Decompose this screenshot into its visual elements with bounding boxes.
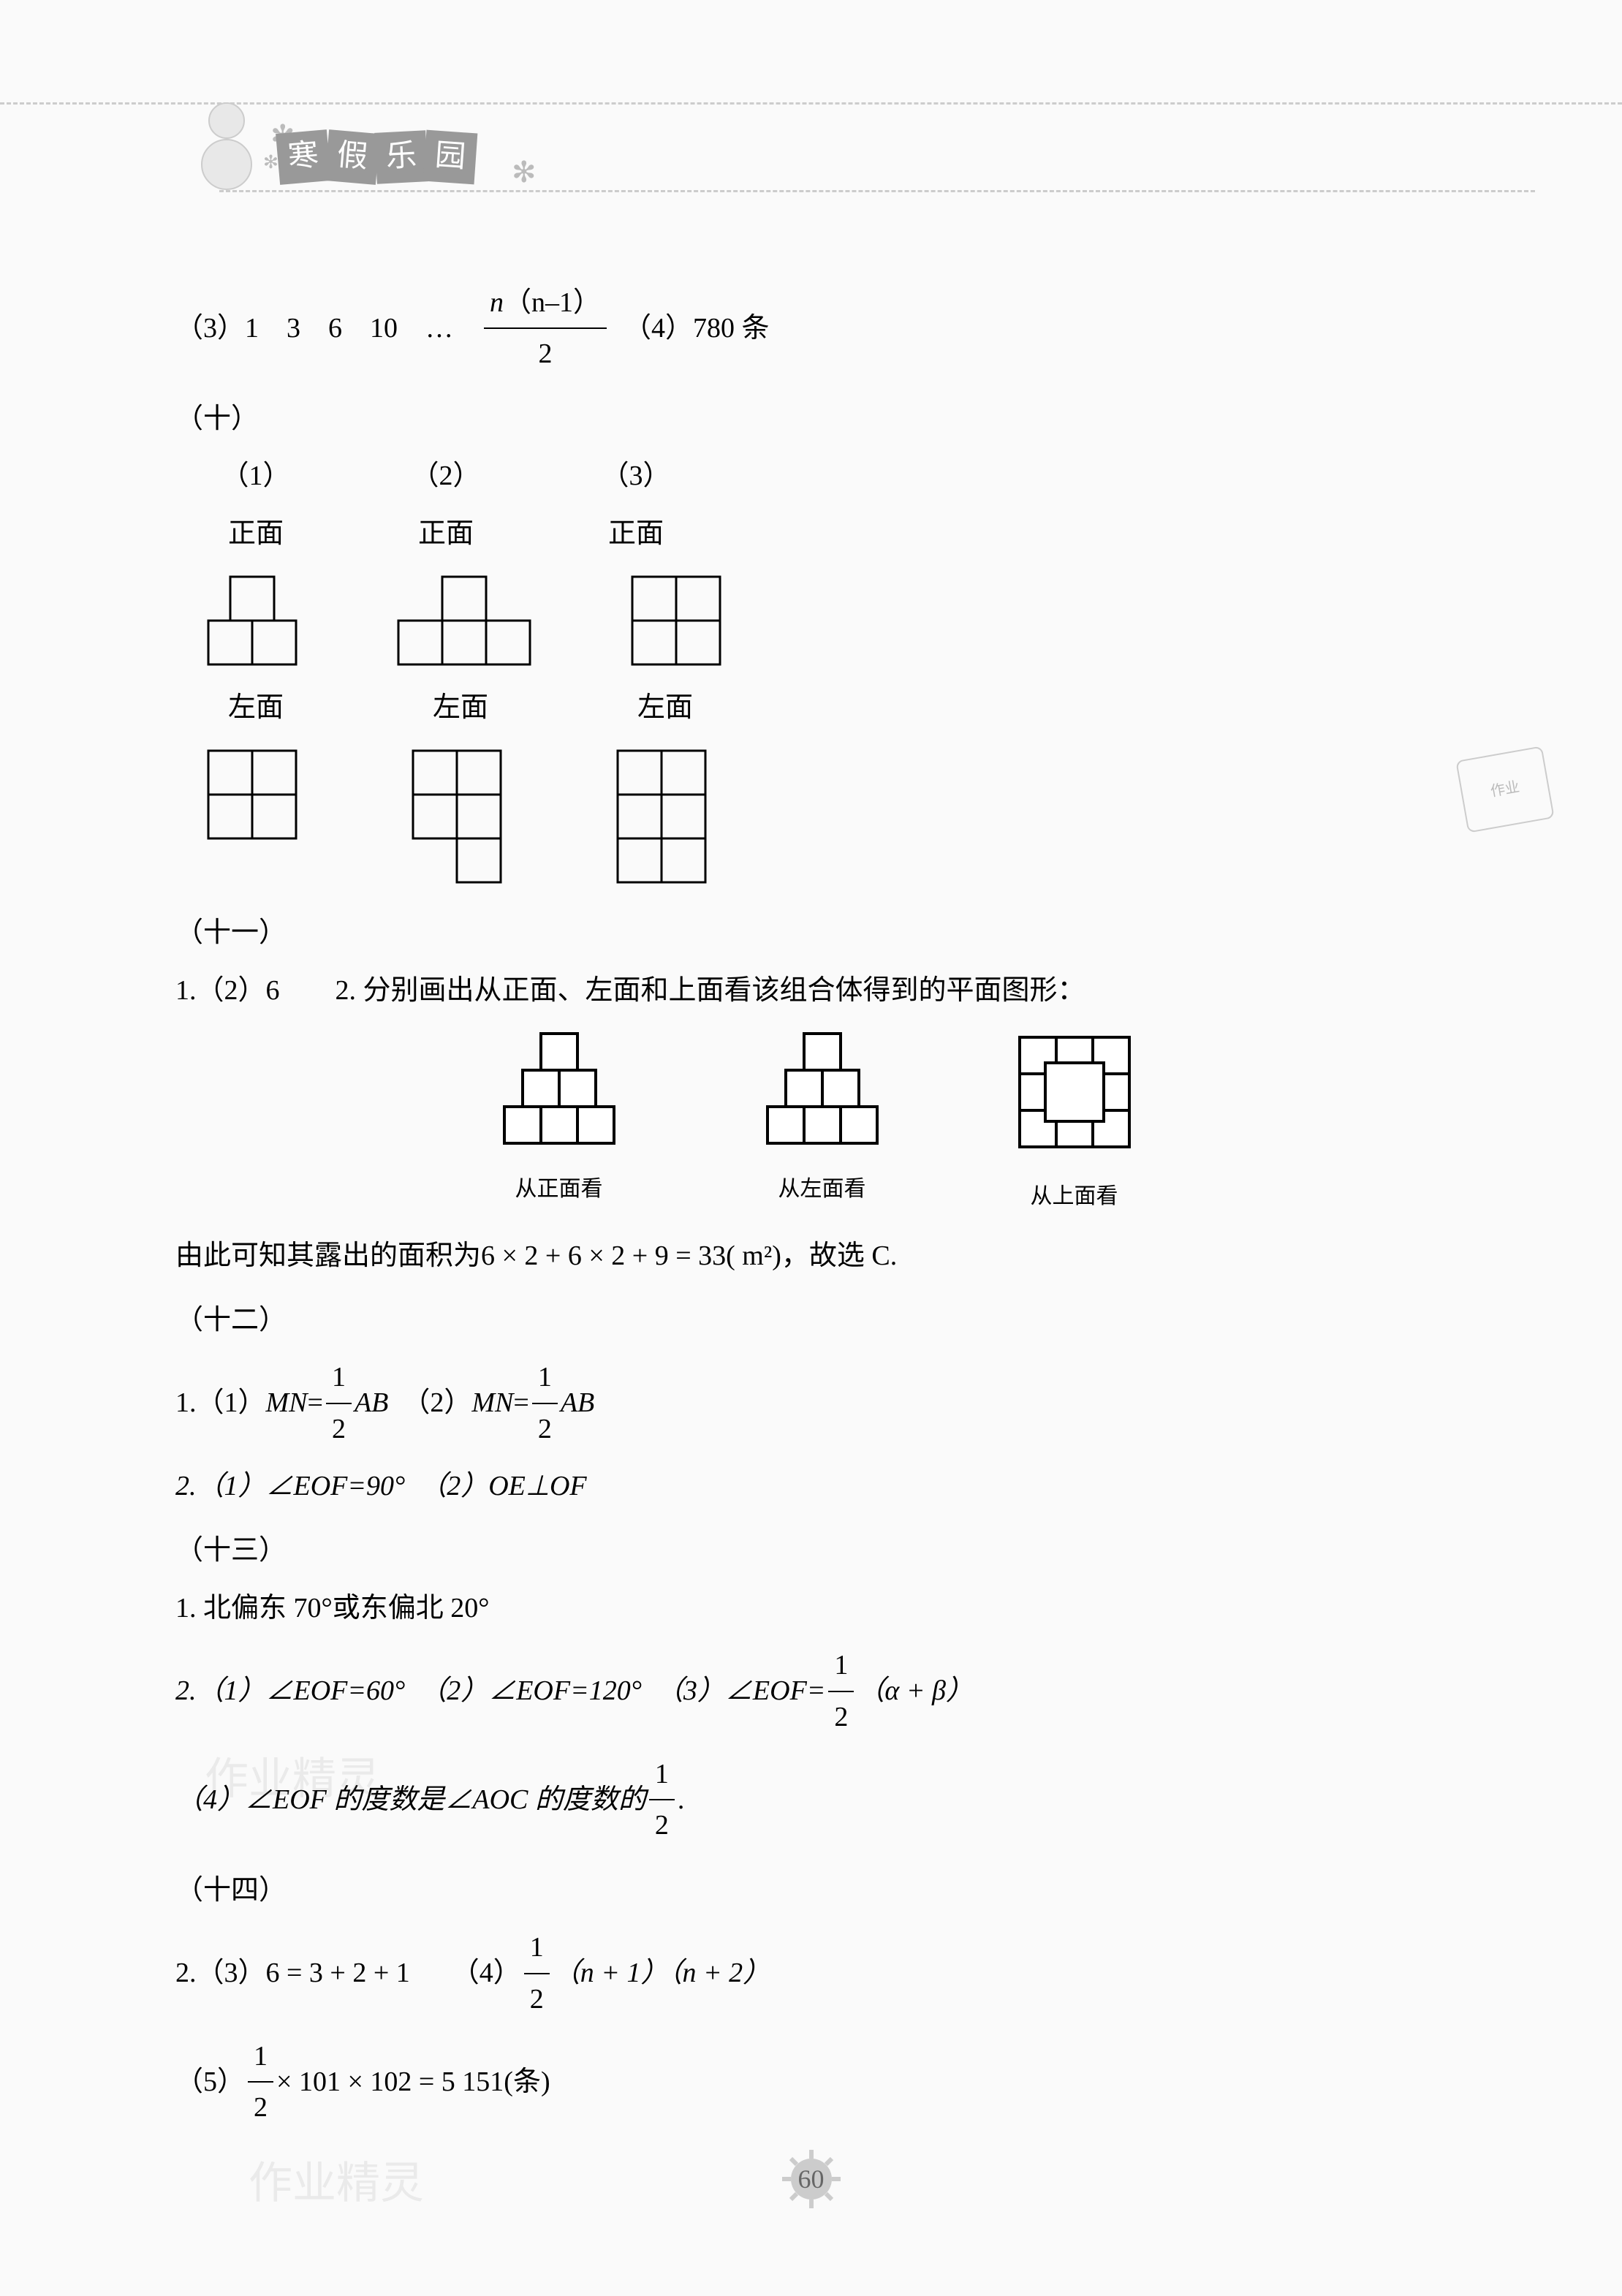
grid-figure [205,573,307,668]
fraction: 1 2 [649,1749,675,1851]
q4-text: （4）780 条 [610,303,770,353]
col-label: （2） [395,451,497,501]
grid-figure [205,747,307,886]
view-caption: 从正面看 [486,1170,632,1209]
s12-q1: 1.（1） MN = 1 2 AB （2） MN = 1 2 AB [175,1352,1447,1454]
column-labels-row: （1） （2） （3） [205,451,1447,501]
fraction: n（n–1） 2 [484,278,607,379]
section-11-heading: （十一） [175,908,1447,958]
grid-figure [629,573,731,668]
q3-text: （3）1 3 6 10 … [175,303,481,353]
s14-q5: （5） 1 2 × 101 × 102 = 5 151(条) [175,2031,1447,2133]
view-caption: 从上面看 [1012,1177,1137,1216]
left-figures-row [205,740,1447,893]
fraction: 1 2 [326,1352,352,1454]
watermark: 作业精灵 [249,2144,424,2223]
section-10-heading: （十） [175,394,1447,444]
section-14-heading: （十四） [175,1865,1447,1915]
s13-q1: 1. 北偏东 70°或东偏北 20° [175,1583,1447,1633]
view-caption: 从左面看 [749,1170,895,1209]
left-label-row: 左面 左面 左面 [205,683,1447,732]
view-front: 从正面看 [486,1030,632,1216]
face-label: 左面 [395,683,526,732]
view-left: 从左面看 [749,1030,895,1216]
s11-line1: 1.（2）6 2. 分别画出从正面、左面和上面看该组合体得到的平面图形： [175,966,1447,1015]
page-number: 60 [782,2150,841,2208]
fraction: 1 2 [828,1640,854,1742]
face-label: 正面 [585,509,687,558]
front-label-row: 正面 正面 正面 [205,509,1447,558]
s11-line2: 由此可知其露出的面积为6 × 2 + 6 × 2 + 9 = 33( m²)，故… [175,1231,1447,1281]
s12-q2: 2.（1）∠EOF=90° （2）OE⊥OF [175,1461,1447,1511]
watermark: 作业精灵 [205,1740,380,1819]
fraction: 1 2 [532,1352,558,1454]
face-label: 左面 [205,683,307,732]
page-content: （3）1 3 6 10 … n（n–1） 2 （4）780 条 （十） （1） … [0,0,1622,2213]
face-label: 正面 [395,509,497,558]
grid-figure [395,573,541,668]
s13-q2: 2.（1）∠EOF=60° （2）∠EOF=120° （3）∠EOF= 1 2 … [175,1640,1447,1742]
grid-figure [395,747,526,886]
grid-figure [614,747,716,886]
col-label: （3） [585,451,687,501]
view-top: 从上面看 [1012,1030,1137,1216]
answer-line-q3-q4: （3）1 3 6 10 … n（n–1） 2 （4）780 条 [175,278,1447,379]
section-13-heading: （十三） [175,1526,1447,1575]
s14-q2: 2.（3）6 = 3 + 2 + 1 （4） 1 2 （n + 1）（n + 2… [175,1922,1447,2024]
page-number-text: 60 [798,2156,825,2203]
col-label: （1） [205,451,307,501]
fraction: 1 2 [524,1922,550,2024]
three-views-row: 从正面看 从左面看 [175,1030,1447,1216]
section-12-heading: （十二） [175,1295,1447,1345]
front-figures-row [205,566,1447,675]
face-label: 正面 [205,509,307,558]
fraction: 1 2 [248,2031,273,2133]
face-label: 左面 [614,683,716,732]
